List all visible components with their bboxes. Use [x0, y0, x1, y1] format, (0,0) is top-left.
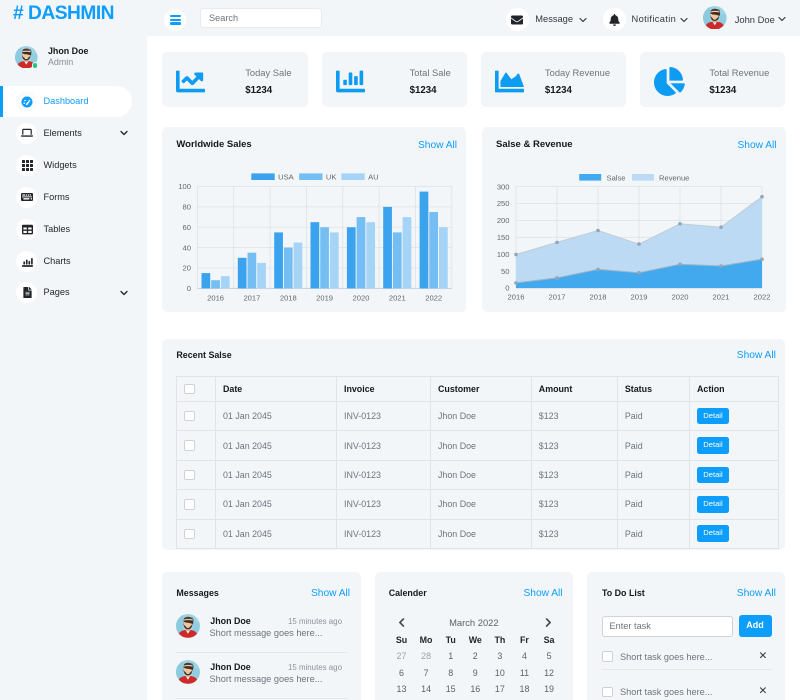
svg-text:20: 20 [183, 264, 191, 273]
svg-text:300: 300 [497, 182, 510, 191]
svg-text:2018: 2018 [280, 294, 297, 303]
svg-text:2016: 2016 [207, 294, 224, 303]
svg-text:2016: 2016 [508, 293, 525, 302]
svg-text:100: 100 [497, 250, 510, 259]
svg-text:50: 50 [501, 267, 509, 276]
svg-text:0: 0 [187, 284, 191, 293]
svg-text:2017: 2017 [549, 293, 566, 302]
svg-text:80: 80 [183, 203, 191, 212]
svg-text:2021: 2021 [389, 294, 406, 303]
svg-text:Revenue: Revenue [659, 173, 689, 182]
svg-text:2021: 2021 [713, 293, 730, 302]
svg-text:2020: 2020 [672, 293, 689, 302]
svg-text:2022: 2022 [425, 294, 442, 303]
svg-text:60: 60 [183, 223, 191, 232]
svg-text:200: 200 [497, 216, 510, 225]
svg-text:250: 250 [497, 199, 510, 208]
svg-text:2018: 2018 [590, 293, 607, 302]
svg-text:2019: 2019 [631, 293, 648, 302]
svg-text:100: 100 [178, 182, 191, 191]
svg-text:0: 0 [505, 284, 509, 293]
svg-text:2022: 2022 [754, 293, 771, 302]
svg-text:Salse: Salse [607, 173, 626, 182]
svg-text:150: 150 [497, 233, 510, 242]
svg-text:2019: 2019 [316, 294, 333, 303]
svg-text:USA: USA [278, 173, 295, 182]
svg-text:UK: UK [326, 173, 337, 182]
svg-text:2017: 2017 [243, 294, 260, 303]
svg-text:40: 40 [183, 243, 191, 252]
svg-text:2020: 2020 [353, 294, 370, 303]
svg-text:AU: AU [368, 173, 379, 182]
